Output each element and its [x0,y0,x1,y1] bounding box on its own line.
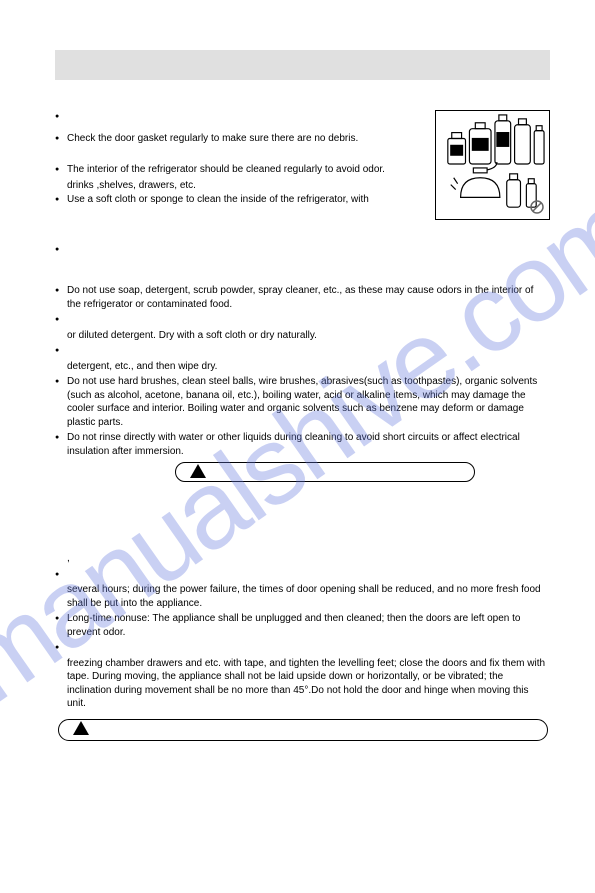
list-item [55,641,550,655]
list-item [55,313,550,327]
bullet-text [67,641,550,655]
document-page: manualshive.com [0,0,595,893]
bullet-continuation: several hours; during the power failure,… [55,583,550,610]
bullet-continuation: freezing chamber drawers and etc. with t… [55,657,550,711]
bullet-text: Do not use hard brushes, clean steel bal… [67,375,550,429]
list-item: Do not rinse directly with water or othe… [55,431,550,458]
list-item: Long-time nonuse: The appliance shall be… [55,612,550,639]
prohibited-icon [530,200,544,214]
bullet-continuation: or diluted detergent. Dry with a soft cl… [55,329,550,343]
bullet-continuation: detergent, etc., and then wipe dry. [55,360,550,374]
list-item: Do not use hard brushes, clean steel bal… [55,375,550,429]
bullet-text [67,568,550,582]
bullet-text [67,313,550,327]
bullet-text [67,344,550,358]
list-item [55,243,550,257]
warning-box [175,462,475,482]
list-item [55,344,550,358]
content-area: Check the door gasket regularly to make … [55,110,550,741]
bullet-text: Use a soft cloth or sponge to clean the … [67,193,427,207]
bullet-text: Do not use soap, detergent, scrub powder… [67,284,550,311]
list-item: Do not use soap, detergent, scrub powder… [55,284,550,311]
bullet-text [67,243,550,257]
bullet-text: The interior of the refrigerator should … [67,163,427,177]
bullet-continuation: , [55,552,550,566]
illustration-jars [435,110,550,220]
section-header-bar [55,50,550,80]
warning-icon [190,464,206,478]
list-item [55,568,550,582]
bullet-text: Long-time nonuse: The appliance shall be… [67,612,550,639]
warning-box-wide [58,719,548,741]
warning-icon [73,721,89,735]
bullet-text: Check the door gasket regularly to make … [67,132,407,146]
bullet-text: Do not rinse directly with water or othe… [67,431,550,458]
